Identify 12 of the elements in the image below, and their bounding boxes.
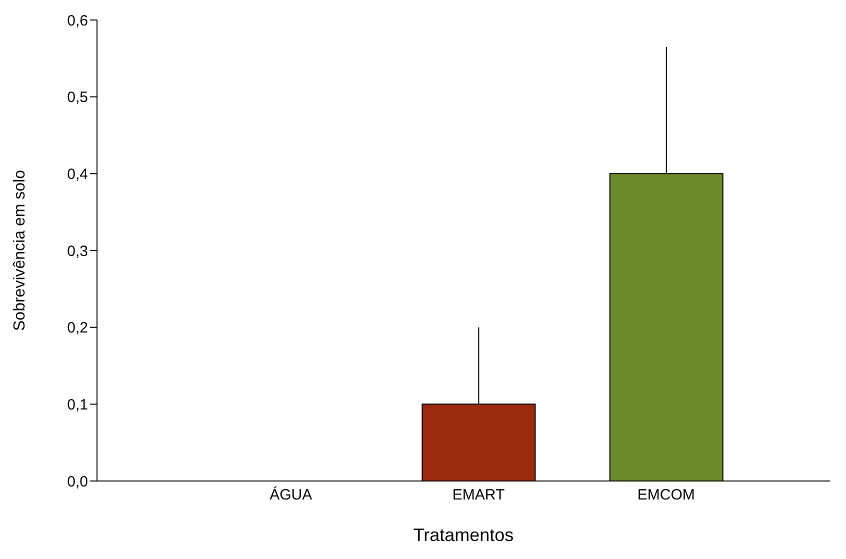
y-tick-label: 0,2 [67, 320, 88, 337]
y-tick-label: 0,5 [67, 89, 88, 106]
y-tick-label: 0,6 [67, 12, 88, 30]
y-tick-label: 0,3 [67, 242, 88, 260]
x-tick-label: EMART [452, 486, 505, 504]
x-tick-label: EMCOM [637, 486, 695, 504]
y-tick-label: 0,1 [67, 396, 88, 414]
y-tick-label: 0,0 [67, 473, 88, 490]
x-tick-label: ÁGUA [270, 486, 312, 504]
x-axis-title: Tratamentos [413, 525, 514, 545]
y-tick-label: 0,4 [67, 166, 88, 183]
y-axis-title: Sobrevivência em solo [12, 170, 29, 331]
